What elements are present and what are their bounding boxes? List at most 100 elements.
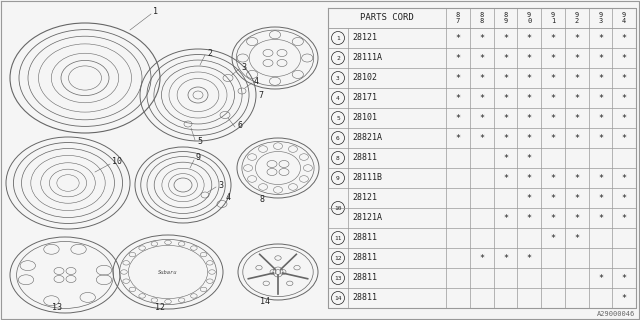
Text: *: * bbox=[527, 133, 532, 142]
Text: 28821A: 28821A bbox=[352, 133, 382, 142]
Text: 8: 8 bbox=[336, 156, 340, 161]
Text: *: * bbox=[621, 93, 627, 102]
Text: *: * bbox=[479, 53, 484, 62]
Text: *: * bbox=[621, 213, 627, 222]
Text: *: * bbox=[574, 34, 579, 43]
Text: *: * bbox=[527, 253, 532, 262]
Text: *: * bbox=[456, 114, 460, 123]
Text: 28811: 28811 bbox=[352, 234, 377, 243]
Text: *: * bbox=[479, 34, 484, 43]
Text: *: * bbox=[503, 154, 508, 163]
Text: *: * bbox=[621, 114, 627, 123]
Text: 4: 4 bbox=[226, 194, 231, 203]
Text: 3: 3 bbox=[218, 180, 223, 189]
Text: 7: 7 bbox=[456, 18, 460, 24]
Text: *: * bbox=[598, 213, 603, 222]
Text: *: * bbox=[550, 194, 556, 203]
Text: *: * bbox=[598, 173, 603, 182]
Text: 6: 6 bbox=[336, 135, 340, 140]
Text: *: * bbox=[598, 194, 603, 203]
Text: *: * bbox=[574, 93, 579, 102]
Text: *: * bbox=[550, 74, 556, 83]
Text: 5: 5 bbox=[197, 138, 202, 147]
Text: 3: 3 bbox=[598, 18, 602, 24]
Text: 9: 9 bbox=[527, 12, 531, 18]
Text: 28111B: 28111B bbox=[352, 173, 382, 182]
Text: 9: 9 bbox=[598, 12, 602, 18]
Text: 9: 9 bbox=[575, 12, 579, 18]
Text: Subaru: Subaru bbox=[158, 269, 178, 275]
Text: *: * bbox=[503, 93, 508, 102]
Text: *: * bbox=[621, 133, 627, 142]
Text: 28102: 28102 bbox=[352, 74, 377, 83]
Text: *: * bbox=[621, 293, 627, 302]
Text: *: * bbox=[503, 53, 508, 62]
Text: 28171: 28171 bbox=[352, 93, 377, 102]
Text: *: * bbox=[574, 173, 579, 182]
Text: 28111A: 28111A bbox=[352, 53, 382, 62]
Text: *: * bbox=[503, 253, 508, 262]
Text: *: * bbox=[574, 53, 579, 62]
Text: *: * bbox=[621, 53, 627, 62]
Text: 9: 9 bbox=[196, 154, 201, 163]
Text: *: * bbox=[550, 234, 556, 243]
Text: 8: 8 bbox=[479, 18, 484, 24]
Text: *: * bbox=[550, 93, 556, 102]
Text: 28121: 28121 bbox=[352, 194, 377, 203]
Text: *: * bbox=[574, 74, 579, 83]
Text: *: * bbox=[598, 133, 603, 142]
Text: PARTS CORD: PARTS CORD bbox=[360, 13, 414, 22]
Text: *: * bbox=[527, 53, 532, 62]
Text: 2: 2 bbox=[336, 55, 340, 60]
Text: *: * bbox=[598, 114, 603, 123]
Text: *: * bbox=[621, 194, 627, 203]
Text: *: * bbox=[574, 194, 579, 203]
Text: 9: 9 bbox=[503, 18, 508, 24]
Text: *: * bbox=[550, 114, 556, 123]
Text: 1: 1 bbox=[336, 36, 340, 41]
Text: *: * bbox=[479, 133, 484, 142]
Text: 3: 3 bbox=[336, 76, 340, 81]
Text: *: * bbox=[527, 93, 532, 102]
Text: 8: 8 bbox=[260, 196, 265, 204]
Text: *: * bbox=[574, 234, 579, 243]
Text: *: * bbox=[479, 74, 484, 83]
Text: *: * bbox=[550, 133, 556, 142]
Text: 28121: 28121 bbox=[352, 34, 377, 43]
Text: 9: 9 bbox=[336, 175, 340, 180]
Text: *: * bbox=[456, 34, 460, 43]
Text: 4: 4 bbox=[254, 76, 259, 85]
Text: *: * bbox=[503, 34, 508, 43]
Text: *: * bbox=[598, 34, 603, 43]
Text: 28811: 28811 bbox=[352, 293, 377, 302]
Text: 8: 8 bbox=[479, 12, 484, 18]
Text: *: * bbox=[621, 173, 627, 182]
Text: A29000046: A29000046 bbox=[596, 311, 635, 317]
Text: *: * bbox=[479, 114, 484, 123]
Text: *: * bbox=[503, 173, 508, 182]
Text: *: * bbox=[598, 74, 603, 83]
Text: 7: 7 bbox=[258, 91, 263, 100]
Text: *: * bbox=[621, 34, 627, 43]
Text: *: * bbox=[456, 53, 460, 62]
Text: 14: 14 bbox=[260, 298, 270, 307]
Text: 5: 5 bbox=[336, 116, 340, 121]
Text: 28101: 28101 bbox=[352, 114, 377, 123]
Text: *: * bbox=[527, 194, 532, 203]
Text: 12: 12 bbox=[155, 303, 165, 313]
Text: *: * bbox=[527, 34, 532, 43]
Text: 4: 4 bbox=[622, 18, 627, 24]
Text: *: * bbox=[550, 53, 556, 62]
Text: 8: 8 bbox=[456, 12, 460, 18]
Text: *: * bbox=[527, 173, 532, 182]
Text: *: * bbox=[598, 93, 603, 102]
Text: *: * bbox=[456, 74, 460, 83]
Text: *: * bbox=[574, 133, 579, 142]
Text: *: * bbox=[503, 74, 508, 83]
Text: *: * bbox=[503, 114, 508, 123]
Text: *: * bbox=[598, 53, 603, 62]
Text: *: * bbox=[621, 274, 627, 283]
Text: 8: 8 bbox=[503, 12, 508, 18]
Text: 3: 3 bbox=[241, 62, 246, 71]
Text: *: * bbox=[574, 213, 579, 222]
